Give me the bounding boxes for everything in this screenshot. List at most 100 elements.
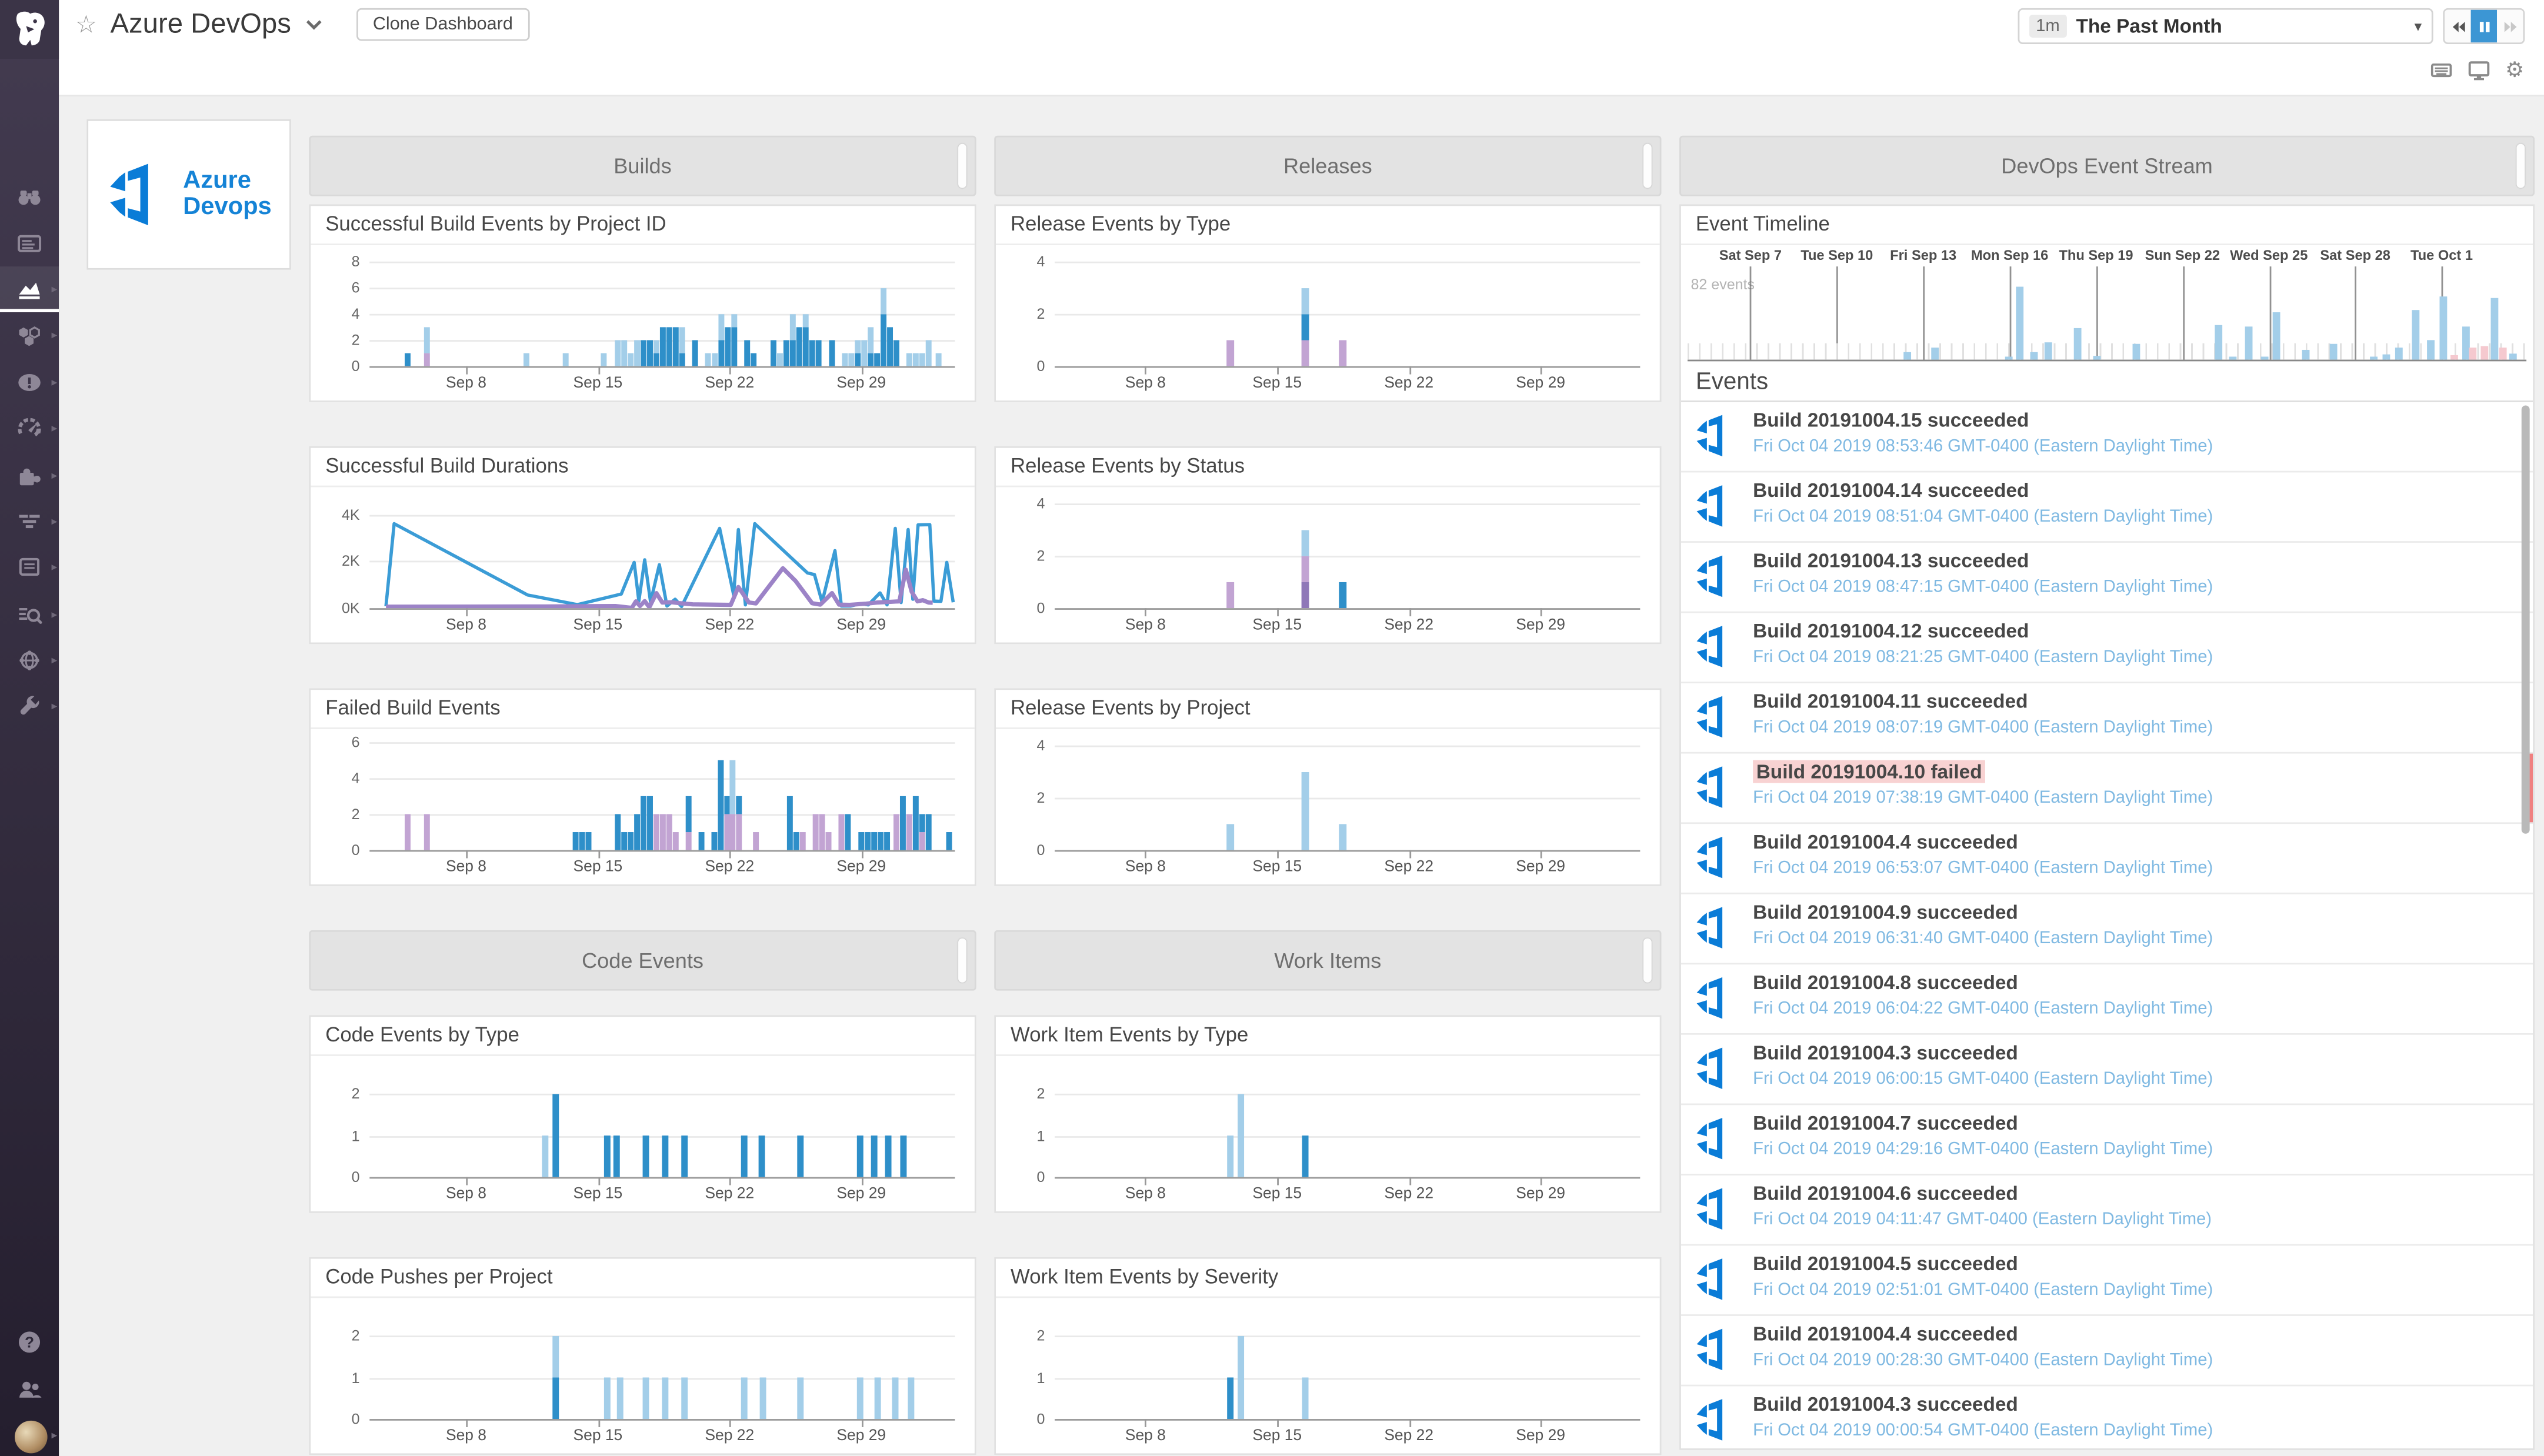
chart-plot: 0 2 4 6 8 Sep 8 Sep 15 Sep 22 Sep 29: [352, 254, 955, 392]
event-row[interactable]: Build 20191004.15 succeeded Fri Oct 04 20…: [1681, 402, 2533, 473]
widget-code-pushes-per-project[interactable]: Code Pushes per Project 0 1 2 Sep 8 Sep 15 Se…: [309, 1257, 976, 1455]
azure-devops-icon: [1694, 836, 1738, 880]
sidebar-footer: ? ▸: [0, 1319, 59, 1456]
widget-release-events-by-type[interactable]: Release Events by Type 0 2 4 Sep 8 Sep 15 Sep…: [994, 204, 1662, 402]
azure-devops-logo-card[interactable]: Azure Devops: [86, 119, 291, 270]
x-axis-label: Sep 22: [705, 374, 755, 393]
y-axis-label: 2: [1036, 790, 1045, 807]
event-row[interactable]: Build 20191004.14 succeeded Fri Oct 04 20…: [1681, 472, 2533, 543]
widget-work-item-events-by-type[interactable]: Work Item Events by Type 0 1 2 Sep 8 Sep 15 S…: [994, 1015, 1662, 1213]
group-header-code-events[interactable]: Code Events: [309, 930, 976, 991]
widget-release-events-by-status[interactable]: Release Events by Status 0 2 4 Sep 8 Sep 15 S…: [994, 446, 1662, 644]
y-axis-label: 0: [1036, 1411, 1045, 1427]
event-row[interactable]: Build 20191004.3 succeeded Fri Oct 04 201…: [1681, 1386, 2533, 1448]
time-badge: 1m: [2029, 15, 2066, 38]
people-icon: [15, 1374, 44, 1404]
event-row[interactable]: Build 20191004.12 succeeded Fri Oct 04 20…: [1681, 613, 2533, 684]
y-axis-label: 6: [351, 280, 360, 296]
datadog-logo[interactable]: [0, 0, 59, 59]
x-axis-label: Sep 8: [1125, 374, 1166, 393]
event-row[interactable]: Build 20191004.10 failed Fri Oct 04 2019 …: [1681, 753, 2533, 824]
event-timestamp: Fri Oct 04 2019 06:00:15 GMT-0400 (Easte…: [1753, 1069, 2213, 1089]
group-header-event-stream[interactable]: DevOps Event Stream: [1679, 135, 2535, 196]
sidebar-item-organization[interactable]: [0, 1365, 59, 1412]
clone-dashboard-button[interactable]: Clone Dashboard: [356, 8, 529, 41]
y-axis-label: 2: [1036, 547, 1045, 565]
event-row[interactable]: Build 20191004.4 succeeded Fri Oct 04 201…: [1681, 1316, 2533, 1387]
group-header-releases[interactable]: Releases: [994, 135, 1662, 196]
azure-devops-icon: [1694, 976, 1738, 1020]
x-axis-label: Sep 22: [1384, 858, 1434, 877]
sidebar-item-notebooks[interactable]: ▸: [0, 545, 59, 591]
sidebar-item-metrics[interactable]: ▸: [0, 405, 59, 452]
events-list: Build 20191004.15 succeeded Fri Oct 04 20…: [1681, 402, 2533, 1448]
widget-event-stream[interactable]: Event Timeline 82 events Sat Sep 7 Tue Sep…: [1679, 204, 2535, 1450]
event-title: Build 20191004.10 failed: [1753, 760, 1986, 783]
sidebar-item-dashboards[interactable]: ▸: [0, 266, 59, 313]
event-row[interactable]: Build 20191004.13 succeeded Fri Oct 04 20…: [1681, 543, 2533, 613]
chevron-down-icon[interactable]: [304, 18, 324, 31]
widget-successful-build-events[interactable]: Successful Build Events by Project ID 0 2…: [309, 204, 976, 402]
sidebar-item-watchdog[interactable]: [0, 173, 59, 220]
submenu-arrow-icon: ▸: [51, 563, 58, 575]
sidebar-item-infrastructure[interactable]: ▸: [0, 312, 59, 359]
fullscreen-tv-icon[interactable]: [2468, 59, 2490, 82]
sidebar-item-monitors[interactable]: ▸: [0, 359, 59, 405]
x-axis-label: Sep 15: [1252, 374, 1302, 393]
event-row[interactable]: Build 20191004.5 succeeded Fri Oct 04 201…: [1681, 1245, 2533, 1316]
widget-code-events-by-type[interactable]: Code Events by Type 0 1 2 Sep 8 Sep 15 Sep 22…: [309, 1015, 976, 1213]
widget-title: Release Events by Status: [996, 448, 1660, 487]
x-axis-label: Sep 29: [1516, 616, 1565, 635]
rewind-button[interactable]: [2445, 9, 2471, 43]
sidebar-item-integrations[interactable]: ▸: [0, 452, 59, 498]
chart-plot: 0 1 2 Sep 8 Sep 15 Sep 22 Sep 29: [1036, 1069, 1641, 1203]
sidebar-item-events[interactable]: [0, 220, 59, 266]
event-title: Build 20191004.12 succeeded: [1753, 619, 2029, 643]
widget-failed-build-events[interactable]: Failed Build Events 0 2 4 6 Sep 8 Sep 15 Sep 2…: [309, 688, 976, 886]
timeline-date-label: Sat Sep 7: [1719, 246, 1782, 263]
star-icon[interactable]: ☆: [75, 11, 98, 39]
widget-title: Event Timeline: [1681, 206, 2533, 245]
group-label: Work Items: [1274, 948, 1382, 973]
submenu-arrow-icon: ▸: [51, 377, 58, 389]
events-scrollbar[interactable]: [2521, 405, 2530, 834]
azure-devops-icon: [1694, 625, 1738, 669]
chart-plot: 0 2 4 Sep 8 Sep 15 Sep 22 Sep 29: [1036, 254, 1641, 392]
timeline-date-label: Sat Sep 28: [2320, 246, 2390, 263]
sidebar-item-user-avatar[interactable]: ▸: [0, 1412, 59, 1456]
event-row[interactable]: Build 20191004.6 succeeded Fri Oct 04 201…: [1681, 1176, 2533, 1246]
event-row[interactable]: Build 20191004.11 succeeded Fri Oct 04 20…: [1681, 683, 2533, 754]
time-range-selector[interactable]: 1m The Past Month ▾: [2018, 8, 2433, 45]
sidebar-item-logs[interactable]: ▸: [0, 591, 59, 637]
forward-button[interactable]: [2497, 9, 2523, 43]
sidebar-item-synthetics[interactable]: ▸: [0, 637, 59, 684]
event-row[interactable]: Build 20191004.9 succeeded Fri Oct 04 201…: [1681, 894, 2533, 965]
pause-button[interactable]: [2470, 9, 2498, 43]
event-row[interactable]: Build 20191004.4 succeeded Fri Oct 04 201…: [1681, 824, 2533, 894]
event-row[interactable]: Build 20191004.8 succeeded Fri Oct 04 201…: [1681, 964, 2533, 1035]
widget-title: Code Pushes per Project: [311, 1259, 975, 1298]
sidebar-item-help[interactable]: ?: [0, 1319, 59, 1365]
sidebar-item-settings[interactable]: ▸: [0, 684, 59, 730]
widget-successful-build-durations[interactable]: Successful Build Durations 0K 2K 4K Sep 8 Se…: [309, 446, 976, 644]
group-header-work-items[interactable]: Work Items: [994, 930, 1662, 991]
x-axis-label: Sep 22: [1384, 1427, 1434, 1445]
widget-work-item-events-by-severity[interactable]: Work Item Events by Severity 0 1 2 Sep 8 Sep…: [994, 1257, 1662, 1455]
widget-release-events-by-project[interactable]: Release Events by Project 0 2 4 Sep 8 Sep 15…: [994, 688, 1662, 886]
y-axis-label: 4: [351, 306, 360, 323]
network-icon: [15, 646, 44, 675]
submenu-arrow-icon: ▸: [51, 702, 58, 714]
group-header-builds[interactable]: Builds: [309, 135, 976, 196]
event-row[interactable]: Build 20191004.3 succeeded Fri Oct 04 201…: [1681, 1035, 2533, 1106]
x-axis-label: Sep 8: [1125, 858, 1166, 877]
event-timestamp: Fri Oct 04 2019 08:21:25 GMT-0400 (Easte…: [1753, 647, 2213, 667]
event-title: Build 20191004.14 succeeded: [1753, 479, 2029, 502]
gear-icon[interactable]: ⚙: [2505, 57, 2525, 82]
x-axis-label: Sep 29: [836, 374, 886, 393]
y-axis-label: 2K: [341, 553, 360, 570]
sidebar-item-apm[interactable]: ▸: [0, 498, 59, 545]
event-row[interactable]: Build 20191004.7 succeeded Fri Oct 04 201…: [1681, 1105, 2533, 1176]
top-bar: ☆ Azure DevOps Clone Dashboard 1m The Pa…: [59, 0, 2544, 97]
event-timestamp: Fri Oct 04 2019 08:53:46 GMT-0400 (Easte…: [1753, 436, 2213, 456]
keyboard-shortcuts-icon[interactable]: [2430, 59, 2453, 82]
